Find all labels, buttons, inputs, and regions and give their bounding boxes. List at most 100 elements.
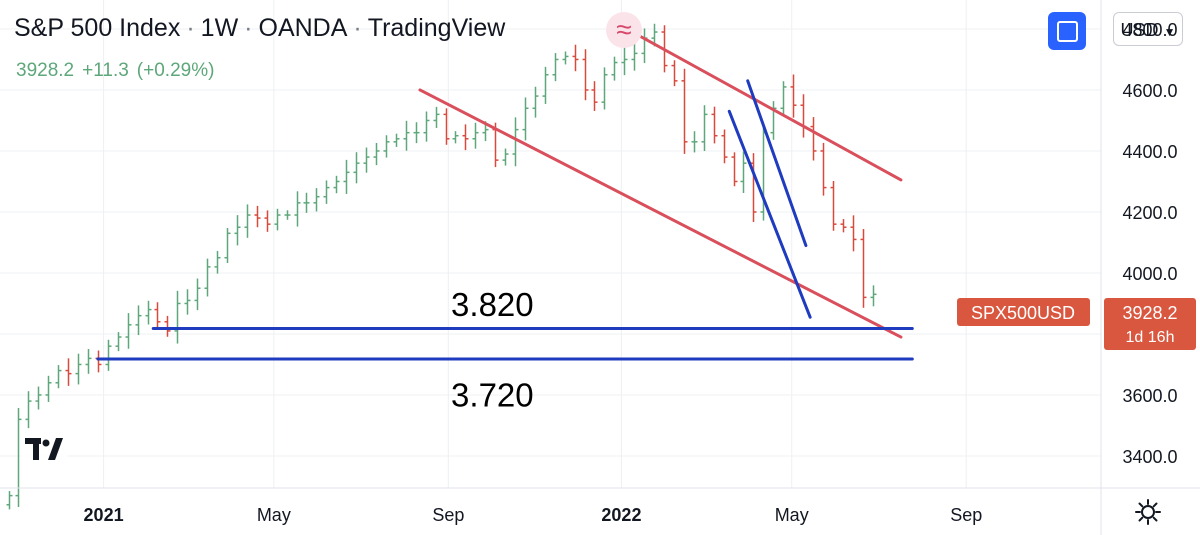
trend-line [727,109,812,319]
ohlc-bar [65,358,72,386]
ohlc-bar [105,339,112,371]
time-axis[interactable]: 2021 May Sep 2022 May Sep [84,505,983,525]
tradingview-logo-icon[interactable] [20,428,68,470]
ohlc-bar [512,117,519,167]
price-tick-label: 4800.0 [1122,20,1177,40]
separator-dot: · [353,14,362,42]
ohlc-bars [6,23,877,510]
ohlc-bar [6,491,13,510]
ohlc-bar [552,53,559,82]
time-tick-label: May [257,505,291,525]
separator-dot: · [244,14,253,42]
ohlc-bar [135,305,142,336]
ohlc-bar [711,106,718,144]
ohlc-bar [403,120,410,151]
ohlc-bar [25,391,32,430]
price-tick-label: 4000.0 [1122,264,1177,284]
ohlc-bar [681,68,688,154]
ohlc-bar [413,122,420,144]
ohlc-bar [423,111,430,142]
ohlc-bar [502,148,509,166]
symbol-tag-text: SPX500USD [971,303,1075,323]
ohlc-bar [45,375,52,402]
chart-header: S&P 500 Index · 1W · OANDA · TradingView [14,14,505,43]
interval-label[interactable]: 1W [200,14,239,42]
ohlc-bar [462,124,469,151]
ohlc-bar [562,51,569,65]
ohlc-bar [55,365,62,389]
ohlc-bar [631,42,638,71]
trend-line [617,22,903,182]
time-tick-label: Sep [432,505,464,525]
last-price-tag-bg [1104,298,1196,350]
ohlc-bar [85,349,92,374]
ohlc-bar [154,302,161,330]
ohlc-bar [164,315,171,337]
time-tick-label: 2022 [601,505,641,525]
ohlc-bar [621,46,628,76]
ohlc-bar [115,332,122,352]
ohlc-bar [641,28,648,64]
time-tick-label: 2021 [84,505,124,525]
trend-lines [96,22,914,361]
last-price: 3928.2 [16,60,75,81]
ohlc-bar [790,74,797,118]
price-tick-label: 3400.0 [1122,447,1177,467]
ohlc-bar [125,313,132,349]
ohlc-bar [303,192,310,213]
ohlc-bar [671,60,678,87]
approx-icon[interactable]: ≈ [606,12,642,48]
fullscreen-button[interactable] [1048,12,1086,50]
ohlc-bar [850,215,857,252]
ohlc-bar [433,106,440,128]
platform-label: TradingView [367,14,506,42]
ohlc-bar [95,350,102,373]
ohlc-bar [820,142,827,196]
ohlc-bar [274,208,281,231]
symbol-name[interactable]: S&P 500 Index [14,14,181,42]
price-change: +11.3 [82,60,129,81]
ohlc-bar [35,386,42,410]
ohlc-bar [214,250,221,274]
chevron-down-icon: ▼ [1163,25,1176,39]
currency-select[interactable]: USD ▼ [1113,12,1183,46]
ohlc-bar [810,117,817,161]
ohlc-bar [15,408,22,507]
ohlc-bar [393,133,400,147]
ohlc-bar [184,289,191,315]
ohlc-bar [353,152,360,184]
bar-countdown-text: 1d 16h [1126,329,1175,346]
ohlc-bar [542,66,549,104]
ohlc-bar [582,49,589,101]
ohlc-bar [323,180,330,204]
price-axis[interactable]: 3400.03600.03800.04000.04200.04400.04600… [1122,20,1177,467]
ohlc-bar [204,258,211,297]
ohlc-bar [572,44,579,72]
ohlc-bar [244,204,251,238]
ohlc-bar [731,152,738,187]
broker-label: OANDA [258,14,348,42]
ohlc-bar [145,300,152,325]
ohlc-bar [870,285,877,307]
ohlc-bar [343,159,350,194]
currency-label: USD [1120,20,1159,40]
ohlc-bar [313,188,320,212]
price-tick-label: 4400.0 [1122,142,1177,162]
chart-grid [0,0,1101,488]
ohlc-bar [194,278,201,311]
last-price-text: 3928.2 [1122,303,1177,323]
trend-line [746,79,808,248]
ohlc-bar [284,210,291,220]
price-summary: 3928.2 +11.3 (+0.29%) [16,60,222,82]
symbol-tag-bg [957,298,1090,326]
ohlc-bar [532,86,539,118]
time-tick-label: May [775,505,809,525]
gear-icon[interactable] [1134,498,1162,526]
price-tick-label: 4600.0 [1122,81,1177,101]
ohlc-bar [770,101,777,140]
ohlc-bar [522,97,529,141]
ohlc-bar [174,290,181,344]
level-annotation: 3.720 [451,376,534,413]
trend-line [418,88,903,339]
